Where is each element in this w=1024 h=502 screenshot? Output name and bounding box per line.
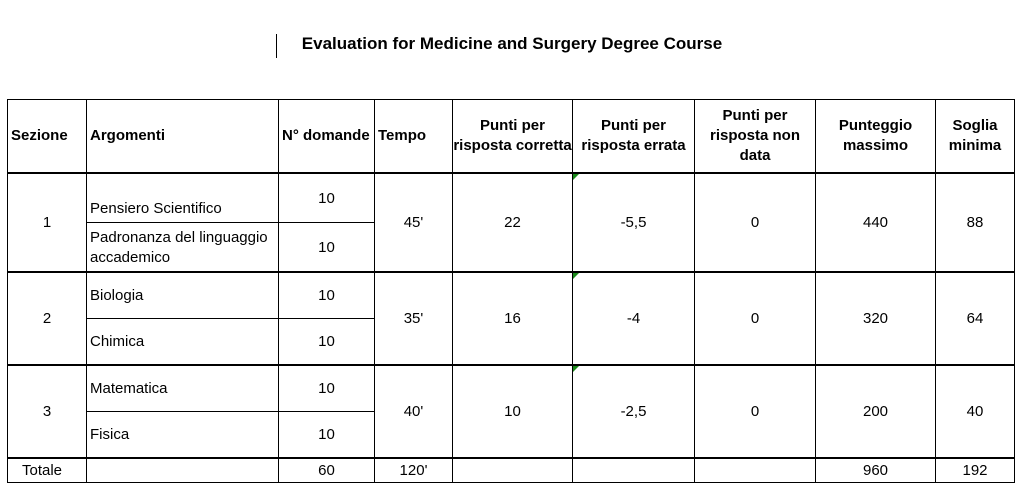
table-row: 3 Matematica 10 40' 10 -2,5 0 200 40 <box>7 364 1015 459</box>
header-tempo: Tempo <box>374 99 453 174</box>
topic-name: Matematica <box>86 364 279 412</box>
topic-name: Padronanza del linguaggio accademico <box>86 222 279 273</box>
section-number: 1 <box>7 172 87 273</box>
evaluation-table: Sezione Argomenti N° domande Tempo Punti… <box>7 99 1015 483</box>
section-tempo: 40' <box>374 364 453 459</box>
section-errata: -4 <box>572 271 695 366</box>
section-massimo: 200 <box>815 364 936 459</box>
section-non-data: 0 <box>694 271 816 366</box>
section-massimo: 440 <box>815 172 936 273</box>
section-non-data: 0 <box>694 172 816 273</box>
topic-name: Biologia <box>86 271 279 319</box>
table-row: Padronanza del linguaggio accademico 10 <box>8 222 1015 273</box>
topic-domande: 10 <box>278 411 375 459</box>
section-non-data: 0 <box>694 364 816 459</box>
header-punti-corretta: Punti per risposta corretta <box>452 99 573 174</box>
topic-domande: 10 <box>278 318 375 366</box>
topic-domande: 10 <box>278 222 375 273</box>
section-errata: -5,5 <box>572 172 695 273</box>
total-label: Totale <box>7 457 87 483</box>
table-row: 2 Biologia 10 35' 16 -4 0 320 64 <box>7 271 1015 366</box>
total-soglia: 192 <box>935 457 1015 483</box>
total-tempo: 120' <box>374 457 453 483</box>
topic-name: Fisica <box>86 411 279 459</box>
table-row: Chimica 10 <box>8 318 1015 366</box>
topic-name: Chimica <box>86 318 279 366</box>
total-empty-cell <box>572 457 695 483</box>
section-corretta: 10 <box>452 364 573 459</box>
total-empty-cell <box>86 457 279 483</box>
header-soglia-minima: Soglia minima <box>935 99 1015 174</box>
total-massimo: 960 <box>815 457 936 483</box>
section-number: 2 <box>7 271 87 366</box>
total-domande: 60 <box>278 457 375 483</box>
total-empty-cell <box>452 457 573 483</box>
header-sezione: Sezione <box>7 99 87 174</box>
text-cursor <box>276 34 277 58</box>
header-punteggio-massimo: Punteggio massimo <box>815 99 936 174</box>
topic-domande: 10 <box>278 172 375 223</box>
table-row: Fisica 10 <box>8 411 1015 459</box>
header-row: Sezione Argomenti N° domande Tempo Punti… <box>7 99 1015 174</box>
header-punti-errata: Punti per risposta errata <box>572 99 695 174</box>
header-argomenti: Argomenti <box>86 99 279 174</box>
total-empty-cell <box>694 457 816 483</box>
table-row: 1 Pensiero Scientifico 10 45' 22 -5,5 0 … <box>7 172 1015 273</box>
section-soglia: 64 <box>935 271 1015 366</box>
section-soglia: 40 <box>935 364 1015 459</box>
topic-domande: 10 <box>278 364 375 412</box>
document-title: Evaluation for Medicine and Surgery Degr… <box>301 34 723 53</box>
section-errata: -2,5 <box>572 364 695 459</box>
section-tempo: 45' <box>374 172 453 273</box>
section-number: 3 <box>7 364 87 459</box>
header-punti-non-data: Punti per risposta non data <box>694 99 816 174</box>
section-corretta: 22 <box>452 172 573 273</box>
total-row: Totale 60 120' 960 192 <box>7 457 1015 483</box>
section-soglia: 88 <box>935 172 1015 273</box>
section-corretta: 16 <box>452 271 573 366</box>
topic-domande: 10 <box>278 271 375 319</box>
section-massimo: 320 <box>815 271 936 366</box>
section-tempo: 35' <box>374 271 453 366</box>
header-domande: N° domande <box>278 99 375 174</box>
topic-name: Pensiero Scientifico <box>86 172 279 223</box>
